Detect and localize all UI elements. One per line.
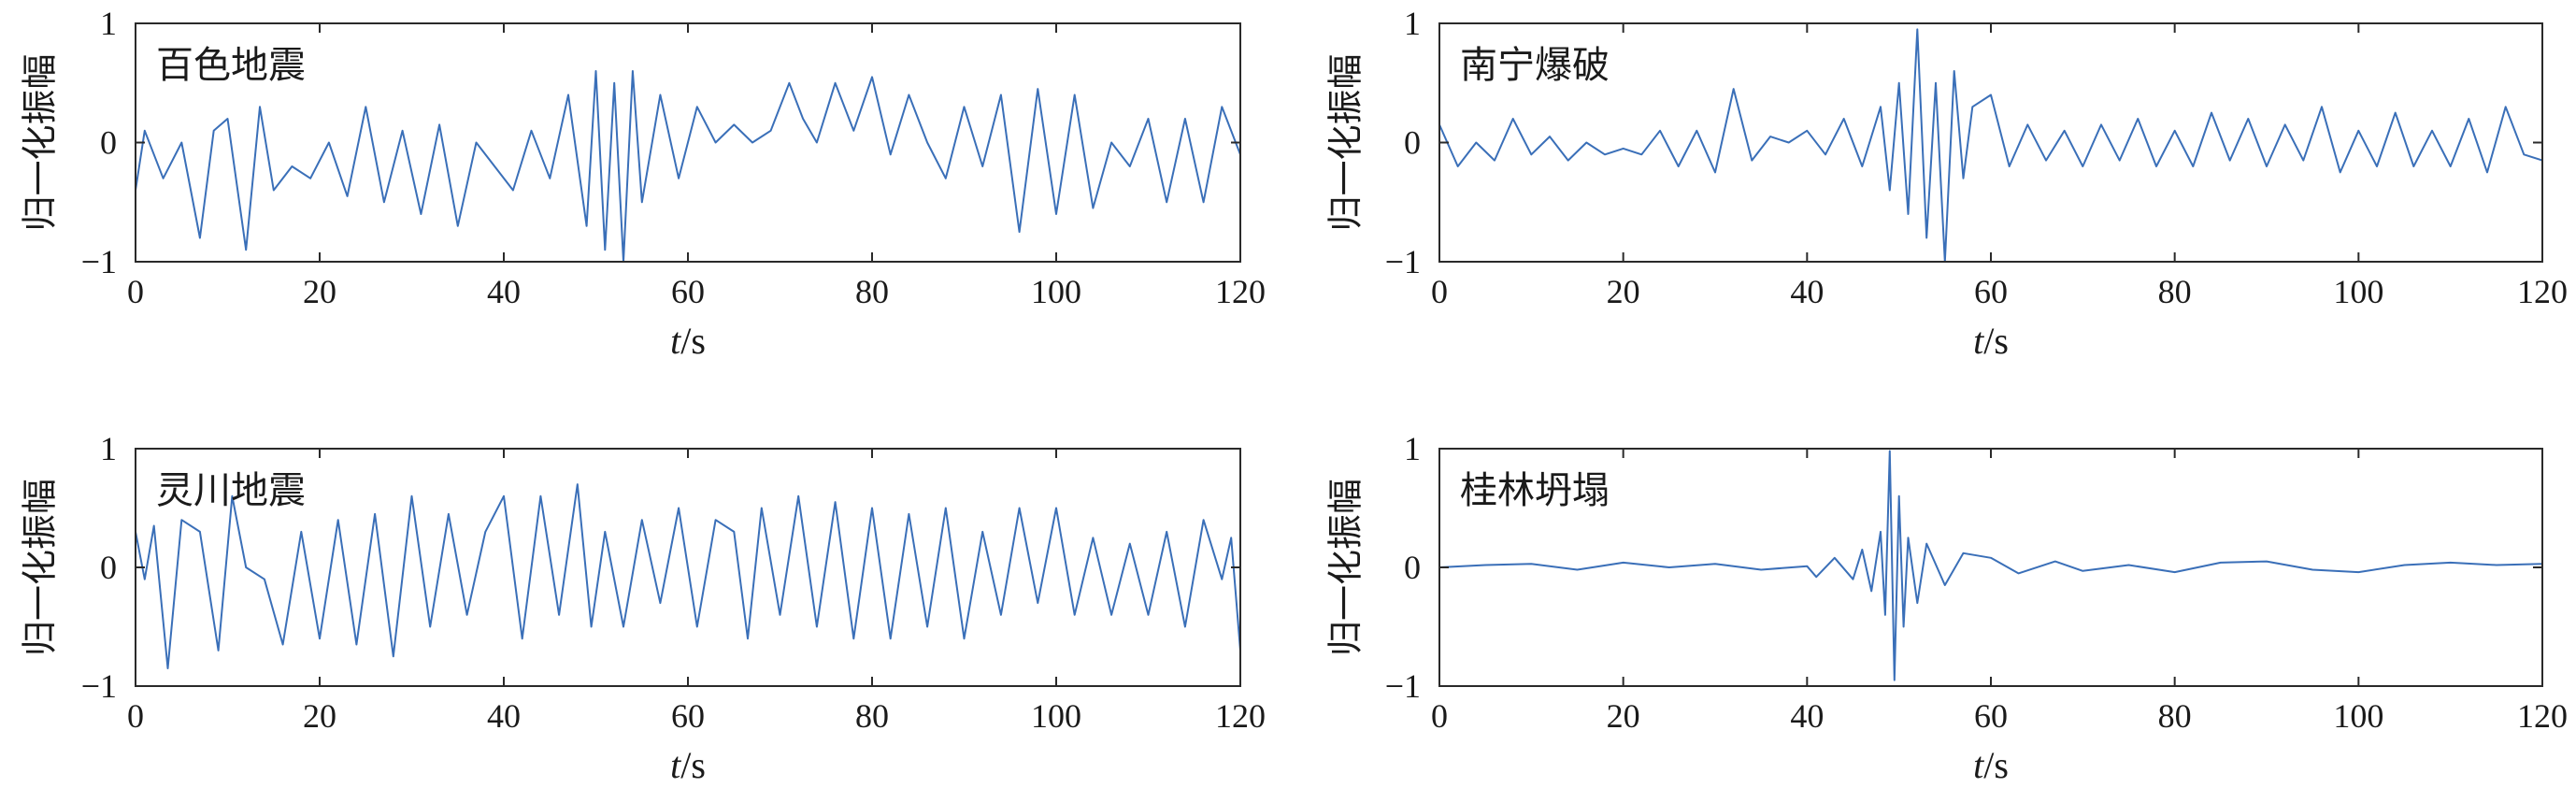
x-axis-variable: t — [1973, 744, 1984, 786]
x-tick-label: 0 — [127, 273, 144, 310]
x-tick-label: 40 — [1790, 273, 1824, 310]
x-tick-label: 20 — [303, 273, 336, 310]
x-tick-label: 20 — [303, 697, 336, 735]
y-tick-label: 0 — [100, 549, 117, 586]
panel-title: 百色地震 — [156, 44, 306, 87]
waveform-line — [135, 70, 1241, 263]
y-tick-label: −1 — [81, 243, 117, 280]
y-tick-label: 0 — [100, 124, 117, 162]
x-tick-label: 80 — [2158, 697, 2192, 735]
x-tick-label: 0 — [1431, 697, 1448, 735]
x-axis-variable: t — [670, 320, 681, 362]
y-tick-label: 1 — [100, 430, 117, 467]
x-tick-label: 100 — [1031, 697, 1081, 735]
x-tick-label: 120 — [1215, 273, 1266, 310]
panel-title: 灵川地震 — [156, 469, 306, 512]
x-tick-label: 100 — [1031, 273, 1081, 310]
panel-title: 南宁爆破 — [1460, 44, 1610, 87]
x-tick-label: 0 — [127, 697, 144, 735]
y-tick-label: 1 — [100, 5, 117, 42]
waveform-line — [1438, 450, 2543, 681]
panel-title: 桂林坍塌 — [1460, 469, 1610, 512]
panel-baise: 0 20 40 60 80 100 120 1 0 −1 t/s 归一化振幅 百色地震 — [20, 5, 1267, 362]
waveform-line — [135, 483, 1241, 669]
x-axis-label: t/s — [670, 744, 706, 786]
x-tick-label: 120 — [1215, 697, 1266, 735]
x-tick-label: 40 — [487, 273, 521, 310]
x-tick-label: 100 — [2333, 273, 2383, 310]
y-tick-label: 0 — [1404, 124, 1421, 162]
x-tick-label: 40 — [487, 697, 521, 735]
y-axis-label: 归一化振幅 — [20, 479, 61, 656]
x-axis-unit: /s — [1983, 744, 2009, 786]
panel-lingchuan: 0 20 40 60 80 100 120 1 0 −1 t/s 归一化振幅 灵川地震 — [20, 430, 1267, 786]
x-tick-label: 120 — [2517, 697, 2568, 735]
y-tick-label: −1 — [1385, 667, 1421, 705]
x-axis-unit: /s — [680, 320, 706, 362]
x-axis-label: t/s — [670, 320, 706, 362]
x-tick-label: 60 — [671, 697, 705, 735]
waveform-line — [1438, 28, 2543, 263]
y-tick-label: 1 — [1404, 430, 1421, 467]
x-tick-label: 60 — [1974, 697, 2008, 735]
y-axis-label: 归一化振幅 — [1325, 53, 1367, 231]
panel-nanning: 0 20 40 60 80 100 120 1 0 −1 t/s 归一化振幅 南宁爆破 — [1325, 5, 2569, 362]
y-tick-label: 1 — [1404, 5, 1421, 42]
y-tick-label: 0 — [1404, 549, 1421, 586]
y-tick-label: −1 — [81, 667, 117, 705]
x-tick-label: 120 — [2517, 273, 2568, 310]
y-tick-label: −1 — [1385, 243, 1421, 280]
y-axis-label: 归一化振幅 — [1325, 479, 1367, 656]
x-axis-label: t/s — [1973, 744, 2009, 786]
x-tick-label: 20 — [1607, 273, 1640, 310]
x-tick-label: 100 — [2333, 697, 2383, 735]
x-axis-variable: t — [670, 744, 681, 786]
x-axis-unit: /s — [1983, 320, 2009, 362]
x-tick-label: 0 — [1431, 273, 1448, 310]
x-tick-label: 60 — [1974, 273, 2008, 310]
panel-guilin: 0 20 40 60 80 100 120 1 0 −1 t/s 归一化振幅 桂林坍塌 — [1325, 430, 2569, 786]
x-tick-label: 40 — [1790, 697, 1824, 735]
x-tick-label: 60 — [671, 273, 705, 310]
y-axis-label: 归一化振幅 — [20, 53, 61, 231]
x-tick-label: 80 — [855, 697, 889, 735]
x-axis-variable: t — [1973, 320, 1984, 362]
x-axis-unit: /s — [680, 744, 706, 786]
x-axis-label: t/s — [1973, 320, 2009, 362]
x-tick-label: 80 — [2158, 273, 2192, 310]
x-tick-label: 80 — [855, 273, 889, 310]
x-tick-label: 20 — [1607, 697, 1640, 735]
